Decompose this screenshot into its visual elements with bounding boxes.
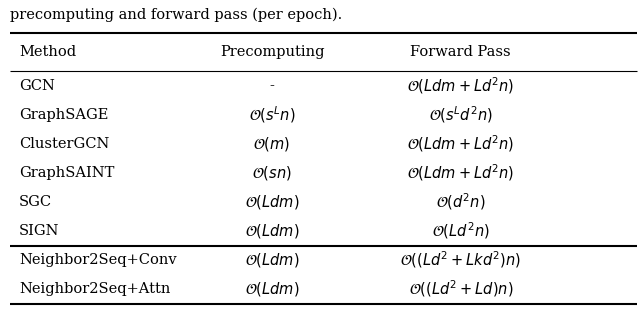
Text: Forward Pass: Forward Pass <box>410 45 511 59</box>
Text: $\mathcal{O}(Ld^2n)$: $\mathcal{O}(Ld^2n)$ <box>432 221 490 241</box>
Text: $\mathcal{O}(Ldm + Ld^2n)$: $\mathcal{O}(Ldm + Ld^2n)$ <box>407 75 515 96</box>
Text: -: - <box>269 79 275 93</box>
Text: Neighbor2Seq+Conv: Neighbor2Seq+Conv <box>19 253 177 267</box>
Text: SIGN: SIGN <box>19 224 60 238</box>
Text: Precomputing: Precomputing <box>220 45 324 59</box>
Text: $\mathcal{O}(Ldm)$: $\mathcal{O}(Ldm)$ <box>244 222 300 240</box>
Text: $\mathcal{O}(Ldm)$: $\mathcal{O}(Ldm)$ <box>244 251 300 269</box>
Text: $\mathcal{O}((Ld^2 + Lkd^2)n)$: $\mathcal{O}((Ld^2 + Lkd^2)n)$ <box>400 250 522 270</box>
Text: $\mathcal{O}(d^2n)$: $\mathcal{O}(d^2n)$ <box>436 191 486 212</box>
Text: GraphSAGE: GraphSAGE <box>19 108 109 122</box>
Text: $\mathcal{O}(s^Ln)$: $\mathcal{O}(s^Ln)$ <box>249 104 295 125</box>
Text: $\mathcal{O}(s^Ld^2n)$: $\mathcal{O}(s^Ld^2n)$ <box>429 104 493 125</box>
Text: $\mathcal{O}(Ldm + Ld^2n)$: $\mathcal{O}(Ldm + Ld^2n)$ <box>407 133 515 154</box>
Text: Method: Method <box>19 45 76 59</box>
Text: $\mathcal{O}(sn)$: $\mathcal{O}(sn)$ <box>252 164 292 182</box>
Text: $\mathcal{O}((Ld^2 + Ld)n)$: $\mathcal{O}((Ld^2 + Ld)n)$ <box>408 279 513 300</box>
Text: SGC: SGC <box>19 195 52 209</box>
Text: $\mathcal{O}(Ldm + Ld^2n)$: $\mathcal{O}(Ldm + Ld^2n)$ <box>407 162 515 183</box>
Text: Neighbor2Seq+Attn: Neighbor2Seq+Attn <box>19 282 171 296</box>
Text: GCN: GCN <box>19 79 55 93</box>
Text: ClusterGCN: ClusterGCN <box>19 137 109 151</box>
Text: $\mathcal{O}(m)$: $\mathcal{O}(m)$ <box>253 135 291 153</box>
Text: $\mathcal{O}(Ldm)$: $\mathcal{O}(Ldm)$ <box>244 193 300 211</box>
Text: $\mathcal{O}(Ldm)$: $\mathcal{O}(Ldm)$ <box>244 280 300 298</box>
Text: GraphSAINT: GraphSAINT <box>19 166 115 180</box>
Text: precomputing and forward pass (per epoch).: precomputing and forward pass (per epoch… <box>10 8 342 22</box>
